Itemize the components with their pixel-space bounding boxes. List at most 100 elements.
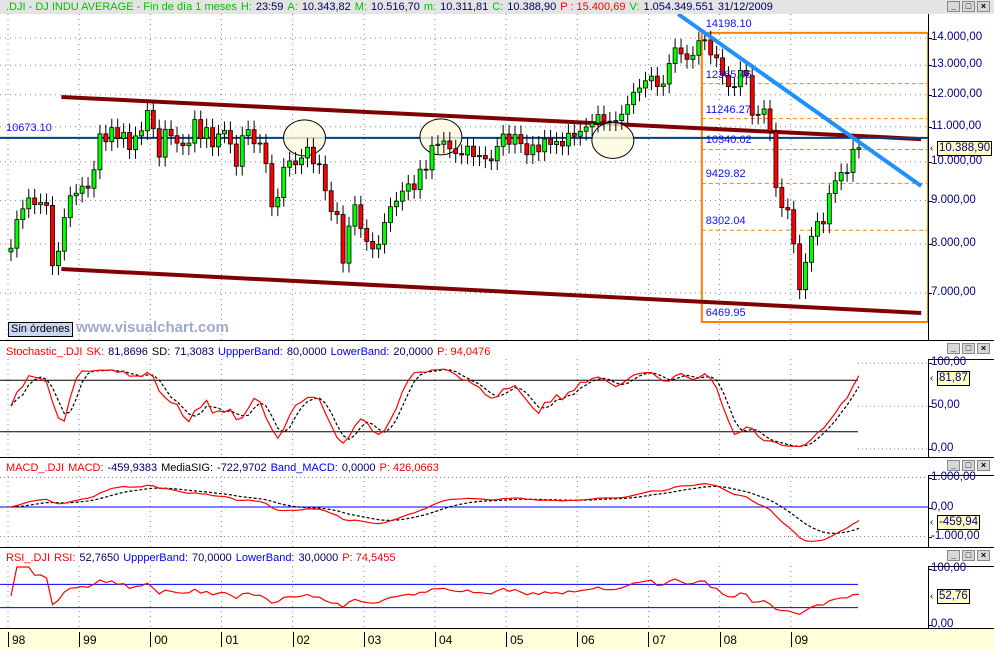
candle	[530, 144, 536, 156]
c-value: 10.388,90	[507, 1, 557, 13]
candle	[251, 129, 257, 145]
axis-tick: 12.000,00	[927, 87, 983, 100]
candle	[654, 75, 660, 87]
window-buttons: _ □ ×	[947, 343, 990, 354]
year-label: 09	[790, 632, 808, 647]
indicator-name: RSI_.DJI	[6, 552, 51, 564]
candle	[625, 104, 631, 115]
candle	[287, 160, 293, 168]
fibonacci-label: 12365.46	[705, 68, 752, 81]
candle	[14, 219, 20, 249]
rsi-value: 52,7650	[79, 552, 120, 564]
candle	[678, 47, 684, 55]
maximize-button[interactable]: □	[962, 550, 975, 561]
minimize-button[interactable]: _	[947, 550, 960, 561]
ub-label: UppperBand:	[123, 552, 189, 564]
candle	[773, 131, 779, 188]
m-label: M:	[354, 1, 367, 13]
band-value: 0,0000	[341, 462, 376, 474]
year-label: 02	[292, 632, 310, 647]
candle	[595, 114, 601, 124]
signal-value: -722,9702	[217, 462, 267, 474]
year-label: 01	[221, 632, 239, 647]
current-value-badge: 52,76	[930, 589, 970, 604]
candle	[263, 142, 269, 165]
min-label: m:	[423, 1, 437, 13]
candle	[826, 193, 832, 225]
annotation-circle	[591, 121, 635, 159]
ub-value: 70,0000	[192, 552, 232, 564]
candle	[328, 190, 334, 212]
candle	[743, 69, 749, 77]
year-label: 99	[79, 632, 97, 647]
candle	[382, 222, 387, 245]
minimize-button[interactable]: _	[947, 1, 960, 12]
candle	[56, 250, 61, 267]
candle	[779, 187, 785, 209]
axis-tick: 1.000,00	[928, 471, 976, 483]
minimize-button[interactable]: _	[947, 460, 960, 471]
candle	[281, 166, 287, 198]
candle	[245, 129, 251, 137]
candle	[370, 241, 376, 250]
axis-tick: 0,00	[927, 442, 954, 454]
macd-line	[10, 482, 860, 543]
candle	[299, 157, 304, 166]
fibonacci-label: 9429.82	[705, 168, 746, 181]
candle	[180, 142, 186, 147]
time-axis: 98 99 00 01 02 03 04 05 06 07 08 09	[0, 628, 994, 649]
channel-upper-line	[61, 95, 922, 142]
candle	[150, 110, 156, 130]
orders-button[interactable]: Sin órdenes	[8, 322, 73, 337]
candle	[702, 39, 708, 42]
close-button[interactable]: ×	[977, 343, 990, 354]
signal-label: MediaSIG:	[161, 462, 214, 474]
candle	[477, 155, 482, 158]
candle	[376, 243, 382, 250]
close-button[interactable]: ×	[977, 550, 990, 561]
candle	[815, 221, 820, 237]
price-panel: 14.000,00 13.000,00 12.000,00 11.000,00 10.0…	[0, 1, 994, 340]
fibonacci-label: 8302.04	[705, 215, 746, 228]
fibonacci-box	[700, 31, 928, 323]
candle	[198, 119, 204, 139]
axis-tick: 0,00	[927, 618, 954, 630]
candle	[850, 148, 856, 173]
candle	[809, 235, 814, 263]
candle	[26, 197, 32, 210]
rsi-line	[10, 566, 859, 616]
maximize-button[interactable]: □	[962, 460, 975, 471]
candle	[571, 132, 577, 137]
minimize-button[interactable]: _	[947, 343, 960, 354]
maximize-button[interactable]: □	[962, 1, 975, 12]
close-button[interactable]: ×	[977, 1, 990, 12]
maximize-button[interactable]: □	[962, 343, 975, 354]
price-axis: 14.000,00 13.000,00 12.000,00 11.000,00 10.0…	[927, 14, 994, 340]
axis-tick: 50,00	[928, 399, 960, 411]
axis-tick: 14.000,00	[927, 31, 983, 43]
candle	[358, 204, 364, 229]
candle	[275, 197, 281, 208]
close-button[interactable]: ×	[977, 460, 990, 471]
candle	[79, 185, 85, 194]
chart-header: .DJI - DJ INDU AVERAGE - Fin de día 1 me…	[0, 0, 994, 14]
axis-tick: 13.000,00	[927, 58, 983, 71]
candle	[512, 134, 518, 145]
rsi-axis: 100,00 0,00 52,76	[927, 562, 994, 630]
candle	[162, 128, 168, 158]
candle	[168, 128, 174, 137]
candle	[672, 47, 678, 64]
candle	[269, 163, 275, 208]
candle	[785, 207, 791, 211]
axis-tick: 9.000,00	[928, 193, 976, 206]
sk-label: SK:	[86, 346, 105, 358]
candle	[488, 158, 494, 162]
candle	[767, 108, 773, 133]
fibonacci-label: 14198.10	[705, 17, 752, 30]
candle	[619, 113, 625, 121]
candle	[447, 140, 453, 150]
candle	[50, 204, 55, 267]
lb-label: LowerBand:	[235, 552, 295, 564]
date-value: 31/12/2009	[717, 1, 773, 13]
year-label: 04	[434, 632, 452, 647]
